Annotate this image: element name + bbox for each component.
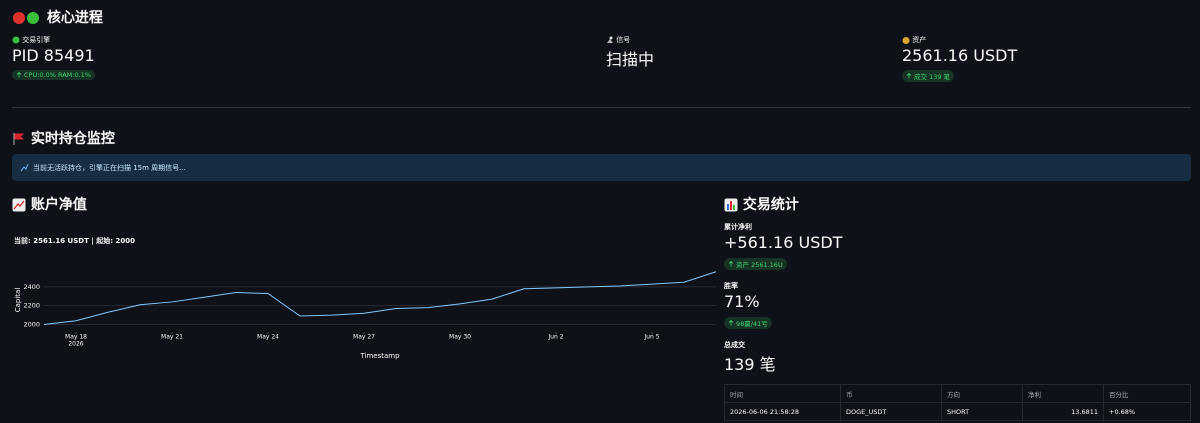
stats-icon	[724, 198, 738, 212]
metric-delta: 成交 139 笔	[902, 70, 955, 82]
delta-text: CPU:0.0% RAM:0.1%	[24, 71, 91, 79]
up-arrow	[728, 320, 734, 326]
section-header: 交易统计	[724, 194, 799, 214]
header-title: 核心进程	[46, 10, 103, 26]
x-tick-label: Jun 2	[547, 334, 563, 341]
up-arrow	[906, 73, 912, 79]
metric-value: 71%	[724, 292, 760, 311]
status-icons	[13, 12, 39, 24]
up-arrow	[728, 261, 734, 267]
info-box: 当前无活跃持仓，引擎正在扫描 15m 周期信号...	[12, 154, 1191, 181]
cell: DOGE_USDT	[840, 402, 942, 421]
icon	[607, 36, 613, 43]
cell: 13.6811	[1022, 402, 1104, 421]
y-tick-label: 2000	[23, 320, 40, 328]
chart-title: 当前: 2561.16 USDT | 起始: 2000	[14, 236, 135, 246]
metric-delta: CPU:0.0% RAM:0.1%	[12, 70, 95, 80]
column-header: 时间	[724, 384, 841, 403]
section-title: 交易统计	[742, 197, 799, 213]
section-header: 账户净值	[12, 194, 87, 214]
metric-label: 胜率	[724, 282, 738, 290]
divider	[12, 107, 1191, 108]
delta-text: 成交 139 笔	[914, 73, 951, 81]
flag-icon	[13, 133, 24, 145]
label-text: 资产	[912, 36, 927, 44]
cell: 2026-06-06 21:58:28	[724, 402, 841, 421]
equity-line	[43, 271, 717, 325]
metric-delta: 98赢/41亏	[724, 317, 772, 329]
icon	[902, 37, 910, 44]
metric-label: 交易引擎	[12, 35, 50, 45]
icon	[12, 36, 20, 44]
section-title: 账户净值	[30, 197, 87, 213]
cell: +0.68%	[1103, 402, 1191, 421]
delta-text: 资产 2561.16U	[736, 261, 783, 269]
delta-text: 98赢/41亏	[736, 320, 768, 328]
label-text: 信号	[616, 36, 631, 44]
x-tick-label: May 30	[449, 334, 471, 341]
y-tick-label: 2200	[23, 302, 40, 310]
x-tick-sublabel: 2026	[68, 341, 83, 348]
equity-chart: 当前: 2561.16 USDT | 起始: 2000 Timestamp Ca…	[14, 236, 717, 360]
column-header: 币	[840, 384, 942, 403]
chart-icon	[12, 198, 26, 212]
section-title: 实时持仓监控	[30, 131, 115, 147]
metric-value: 2561.16 USDT	[902, 46, 1018, 65]
metric-value: PID 85491	[12, 46, 95, 65]
x-axis-title: Timestamp	[359, 352, 400, 360]
x-tick-label: Jun 5	[643, 334, 659, 341]
metric-value: 139 笔	[724, 355, 776, 374]
metric-value: +561.16 USDT	[724, 233, 843, 252]
up-arrow	[16, 72, 22, 78]
table-row: 2026-06-06 21:58:28 DOGE_USDT SHORT 13.6…	[724, 402, 1191, 421]
metric-label: 累计净利	[724, 223, 752, 231]
x-tick-label: May 27	[353, 334, 375, 341]
metric-value: 扫描中	[606, 50, 655, 69]
header: 核心进程	[12, 7, 103, 27]
info-icon	[20, 163, 29, 172]
label-text: 交易引擎	[22, 36, 51, 44]
cell: SHORT	[941, 402, 1023, 421]
header-row: 时间 币 方向 净利 百分比	[724, 384, 1191, 403]
y-tick-label: 2400	[23, 283, 40, 291]
x-tick-label: May 18	[65, 334, 87, 341]
metric-label: 总成交	[724, 341, 745, 349]
column-header: 净利	[1022, 384, 1104, 403]
metric-label: 资产	[902, 35, 926, 45]
info-text: 当前无活跃持仓，引擎正在扫描 15m 周期信号...	[33, 163, 186, 172]
x-tick-label: May 21	[161, 334, 183, 341]
metric-delta: 资产 2561.16U	[724, 258, 787, 270]
section-header: 实时持仓监控	[12, 128, 115, 148]
column-header: 百分比	[1103, 384, 1191, 403]
column-header: 方向	[941, 384, 1023, 403]
y-axis-title: Capital	[14, 288, 22, 313]
x-tick-label: May 24	[257, 334, 279, 341]
trades-table: 时间 币 方向 净利 百分比 2026-06-06 21:58:28 DOGE_…	[724, 384, 1191, 421]
metric-label: 信号	[606, 35, 630, 45]
